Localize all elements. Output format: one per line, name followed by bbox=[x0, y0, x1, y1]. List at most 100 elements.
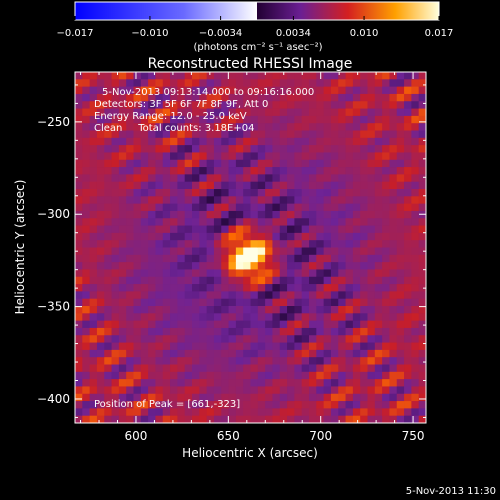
heatmap-pixel bbox=[418, 386, 426, 395]
colorbar-tick-label: 0.017 bbox=[425, 28, 454, 39]
heatmap-pixel bbox=[75, 130, 83, 139]
heatmap-pixel bbox=[396, 298, 405, 307]
heatmap-pixel bbox=[360, 306, 368, 314]
heatmap-pixel bbox=[104, 371, 112, 380]
heatmap-pixel bbox=[265, 415, 273, 423]
heatmap-pixel bbox=[294, 349, 303, 358]
heatmap-pixel bbox=[184, 327, 193, 336]
heatmap-pixel bbox=[96, 108, 105, 117]
heatmap-pixel bbox=[330, 174, 339, 183]
heatmap-pixel bbox=[257, 137, 266, 146]
heatmap-pixel bbox=[184, 218, 193, 226]
heatmap-pixel bbox=[155, 145, 164, 153]
heatmap-pixel bbox=[367, 159, 376, 168]
heatmap-pixel bbox=[155, 298, 164, 307]
heatmap-pixel bbox=[272, 349, 281, 358]
plot-area: 600 650 700 750−250−300−350−400 bbox=[37, 71, 427, 443]
heatmap-pixel bbox=[323, 108, 332, 117]
heatmap-pixel bbox=[411, 210, 420, 219]
heatmap-pixel bbox=[345, 79, 354, 88]
heatmap-pixel bbox=[330, 320, 339, 329]
heatmap-pixel bbox=[287, 386, 295, 395]
heatmap-pixel bbox=[309, 86, 317, 95]
heatmap-pixel bbox=[404, 115, 412, 124]
heatmap-pixel bbox=[89, 181, 98, 190]
heatmap-pixel bbox=[104, 189, 112, 197]
heatmap-pixel bbox=[279, 232, 288, 241]
heatmap-pixel bbox=[323, 196, 332, 205]
heatmap-pixel bbox=[257, 232, 266, 241]
heatmap-pixel bbox=[228, 357, 237, 365]
heatmap-pixel bbox=[148, 269, 156, 278]
heatmap-pixel bbox=[126, 86, 134, 95]
heatmap-pixel bbox=[148, 232, 156, 241]
heatmap-pixel bbox=[235, 225, 244, 234]
heatmap-pixel bbox=[411, 327, 420, 336]
heatmap-pixel bbox=[352, 364, 361, 373]
heatmap-pixel bbox=[177, 225, 186, 234]
heatmap-pixel bbox=[294, 386, 303, 395]
heatmap-pixel bbox=[345, 415, 354, 423]
heatmap-pixel bbox=[294, 262, 303, 270]
heatmap-pixel bbox=[133, 269, 142, 278]
heatmap-pixel bbox=[309, 357, 317, 365]
heatmap-pixel bbox=[279, 218, 288, 226]
heatmap-pixel bbox=[330, 137, 339, 146]
heatmap-pixel bbox=[111, 181, 120, 190]
heatmap-pixel bbox=[243, 415, 251, 423]
heatmap-pixel bbox=[140, 218, 149, 226]
heatmap-pixel bbox=[404, 152, 412, 161]
heatmap-pixel bbox=[235, 93, 244, 102]
heatmap-pixel bbox=[133, 130, 142, 139]
heatmap-pixel bbox=[287, 174, 295, 183]
heatmap-pixel bbox=[287, 364, 295, 373]
heatmap-pixel bbox=[148, 145, 156, 153]
heatmap-pixel bbox=[118, 254, 127, 263]
heatmap-pixel bbox=[338, 101, 346, 109]
heatmap-pixel bbox=[213, 254, 222, 263]
heatmap-pixel bbox=[228, 313, 237, 322]
heatmap-pixel bbox=[367, 379, 376, 387]
heatmap-pixel bbox=[250, 152, 259, 161]
heatmap-pixel bbox=[250, 174, 259, 183]
heatmap-pixel bbox=[396, 72, 405, 80]
heatmap-pixel bbox=[96, 167, 105, 175]
heatmap-pixel bbox=[323, 174, 332, 183]
heatmap-pixel bbox=[221, 174, 229, 183]
heatmap-pixel bbox=[257, 86, 266, 95]
heatmap-pixel bbox=[301, 203, 310, 212]
heatmap-pixel bbox=[301, 415, 310, 423]
heatmap-pixel bbox=[316, 218, 325, 226]
heatmap-pixel bbox=[177, 335, 186, 343]
heatmap-pixel bbox=[243, 298, 251, 307]
heatmap-pixel bbox=[162, 86, 171, 95]
heatmap-pixel bbox=[199, 415, 208, 423]
heatmap-pixel bbox=[279, 254, 288, 263]
heatmap-pixel bbox=[89, 254, 98, 263]
heatmap-pixel bbox=[206, 86, 215, 95]
heatmap-pixel bbox=[192, 349, 200, 358]
heatmap-pixel bbox=[338, 152, 346, 161]
heatmap-pixel bbox=[89, 349, 98, 358]
heatmap-pixel bbox=[148, 306, 156, 314]
heatmap-pixel bbox=[118, 269, 127, 278]
heatmap-pixel bbox=[294, 320, 303, 329]
heatmap-pixel bbox=[228, 408, 237, 417]
heatmap-pixel bbox=[418, 247, 426, 256]
heatmap-pixel bbox=[177, 298, 186, 307]
heatmap-pixel bbox=[82, 393, 91, 402]
heatmap-pixel bbox=[367, 262, 376, 270]
heatmap-pixel bbox=[162, 79, 171, 88]
heatmap-pixel bbox=[199, 254, 208, 263]
heatmap-pixel bbox=[206, 159, 215, 168]
heatmap-pixel bbox=[170, 379, 178, 387]
heatmap-pixel bbox=[104, 357, 112, 365]
heatmap-pixel bbox=[411, 159, 420, 168]
heatmap-pixel bbox=[272, 379, 281, 387]
heatmap-pixel bbox=[96, 379, 105, 387]
heatmap-pixel bbox=[374, 335, 383, 343]
heatmap-pixel bbox=[374, 137, 383, 146]
heatmap-pixel bbox=[213, 79, 222, 88]
heatmap-pixel bbox=[228, 320, 237, 329]
heatmap-pixel bbox=[177, 291, 186, 300]
